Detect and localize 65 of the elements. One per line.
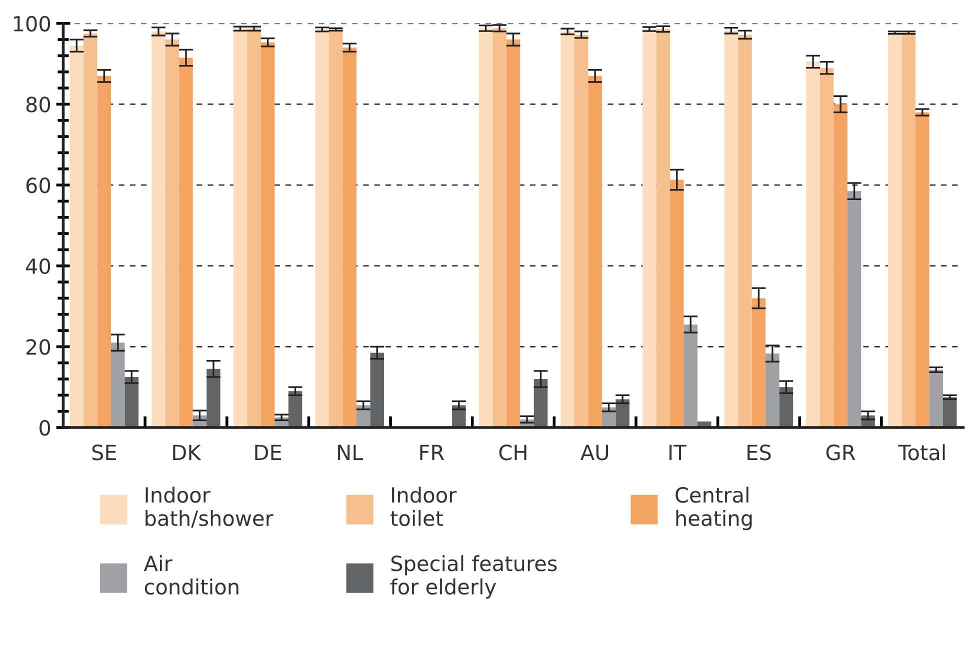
bar xyxy=(492,28,506,428)
bar xyxy=(260,42,275,428)
bar xyxy=(111,342,125,428)
bar xyxy=(902,32,916,428)
bar xyxy=(247,28,261,428)
bar xyxy=(684,324,698,428)
y-tick-label: 100 xyxy=(14,16,50,32)
x-tick-label: DK xyxy=(173,444,202,460)
x-tick-label: GR xyxy=(826,444,856,460)
x-tick-label: IT xyxy=(670,444,686,460)
bar xyxy=(97,76,112,428)
bar xyxy=(329,29,343,428)
bar xyxy=(752,298,766,428)
x-tick-label: FR xyxy=(420,444,444,460)
bar xyxy=(152,31,166,428)
x-tick-label: DE xyxy=(255,444,282,460)
bar xyxy=(616,399,630,428)
bar xyxy=(915,112,930,428)
bar xyxy=(942,397,957,428)
y-tick-label: 0 xyxy=(40,420,50,436)
y-tick-label: 80 xyxy=(26,96,50,112)
bar xyxy=(370,352,384,428)
bar xyxy=(70,46,84,428)
bar xyxy=(534,379,548,428)
bar xyxy=(233,28,248,428)
bar xyxy=(588,76,602,428)
legend-label: Central heating xyxy=(676,486,752,530)
y-tick-label: 60 xyxy=(26,177,50,194)
legend-label: Air condition xyxy=(144,555,238,595)
y-tick-label: 40 xyxy=(26,258,50,274)
bar xyxy=(574,34,588,428)
bar xyxy=(656,29,670,428)
x-tick-label: ES xyxy=(748,444,771,460)
bar xyxy=(738,34,752,428)
bar xyxy=(506,40,520,428)
legend-label: Special features for elderly xyxy=(390,555,557,599)
bar xyxy=(165,40,180,428)
bar xyxy=(834,104,848,428)
x-tick-label: CH xyxy=(499,444,526,460)
bar xyxy=(560,31,574,428)
bar xyxy=(847,191,862,428)
bar xyxy=(779,387,794,428)
bar xyxy=(179,58,193,428)
bar xyxy=(820,68,834,428)
bar xyxy=(642,29,656,428)
bar xyxy=(806,62,820,428)
bar xyxy=(670,180,684,428)
legend-label: Indoor toilet xyxy=(390,486,457,526)
bar xyxy=(929,370,943,428)
bar xyxy=(766,354,780,428)
x-tick-label: AU xyxy=(580,444,608,460)
x-tick-label: SE xyxy=(92,444,116,460)
bar xyxy=(342,48,356,428)
bar xyxy=(478,28,493,428)
bar xyxy=(888,32,902,428)
bar xyxy=(84,33,98,428)
x-tick-label: NL xyxy=(338,444,364,460)
legend-label: Indoor bath/shower xyxy=(146,486,274,528)
bar xyxy=(724,30,738,428)
x-tick-label: Total xyxy=(898,444,945,460)
bar xyxy=(206,368,220,428)
y-tick-label: 20 xyxy=(26,339,50,355)
bar xyxy=(124,377,139,428)
bar xyxy=(288,391,302,428)
bar xyxy=(315,29,329,428)
